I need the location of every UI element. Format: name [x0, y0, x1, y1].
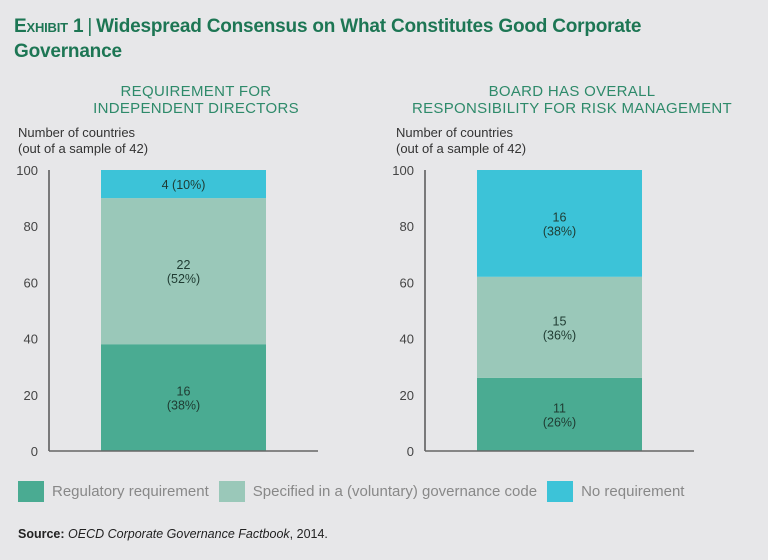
source-year: , 2014. — [289, 527, 328, 541]
legend-item-none: No requirement — [547, 481, 684, 502]
bar-segment-regulatory — [477, 377, 642, 451]
legend-swatch-regulatory — [18, 481, 44, 502]
data-label: (52%) — [167, 272, 200, 286]
data-label: 4 (10%) — [162, 178, 206, 192]
exhibit-title-text: Widespread Consensus on What Constitutes… — [14, 16, 642, 62]
panel-title-line: BOARD HAS OVERALL — [489, 83, 656, 100]
data-label: (26%) — [543, 415, 576, 429]
data-label: 15 — [553, 314, 567, 328]
exhibit-label: Exhibit 1 — [14, 16, 84, 37]
y-tick-label: 0 — [407, 444, 414, 459]
y-tick-label: 40 — [400, 332, 414, 347]
y-tick-label: 100 — [16, 163, 38, 178]
data-label: 16 — [553, 210, 567, 224]
y-tick-label: 60 — [400, 275, 414, 290]
panel-title-line: REQUIREMENT FOR — [121, 83, 272, 100]
source-publication: OECD Corporate Governance Factbook — [68, 527, 290, 541]
bar-segment-regulatory — [101, 344, 266, 451]
legend-swatch-voluntary — [218, 481, 245, 502]
data-label: 22 — [177, 258, 191, 272]
y-axis-label: (out of a sample of 42) — [18, 141, 148, 156]
legend-item-voluntary: Specified in a (voluntary) governance co… — [218, 481, 538, 502]
title-divider: | — [87, 16, 93, 37]
data-label: 16 — [177, 385, 191, 399]
panel-title-line: INDEPENDENT DIRECTORS — [93, 100, 299, 117]
legend-swatch-none — [547, 481, 574, 502]
y-axis-label: (out of a sample of 42) — [396, 141, 526, 156]
y-tick-label: 80 — [24, 219, 38, 234]
legend-item-regulatory: Regulatory requirement — [18, 481, 209, 502]
y-tick-label: 40 — [24, 332, 38, 347]
y-axis-label: Number of countries — [396, 125, 514, 140]
data-label: (38%) — [167, 399, 200, 413]
bar-segment-voluntary — [101, 198, 266, 345]
bar-segment-none — [101, 170, 266, 199]
legend-label-voluntary: Specified in a (voluntary) governance co… — [252, 483, 538, 500]
y-tick-label: 20 — [400, 388, 414, 403]
data-label: 11 — [553, 401, 566, 415]
y-tick-label: 80 — [400, 219, 414, 234]
y-tick-label: 0 — [31, 444, 38, 459]
y-tick-label: 60 — [24, 275, 38, 290]
y-tick-label: 100 — [392, 163, 414, 178]
panel-title-line: RESPONSIBILITY FOR RISK MANAGEMENT — [412, 100, 732, 117]
y-axis-label: Number of countries — [18, 125, 136, 140]
data-label: (38%) — [543, 224, 576, 238]
bar-segment-voluntary — [477, 276, 642, 378]
data-label: (36%) — [543, 328, 576, 342]
bar-segment-none — [477, 170, 642, 277]
y-tick-label: 20 — [24, 388, 38, 403]
legend-label-none: No requirement — [581, 483, 685, 500]
source-label: Source: — [18, 527, 65, 541]
exhibit-title: Exhibit 1 | Widespread Consensus on What C… — [14, 14, 754, 64]
legend: Regulatory requirement Specified in a (v… — [18, 481, 694, 502]
legend-label-regulatory: Regulatory requirement — [52, 483, 209, 500]
source-note: Source: OECD Corporate Governance Factbo… — [18, 527, 328, 541]
